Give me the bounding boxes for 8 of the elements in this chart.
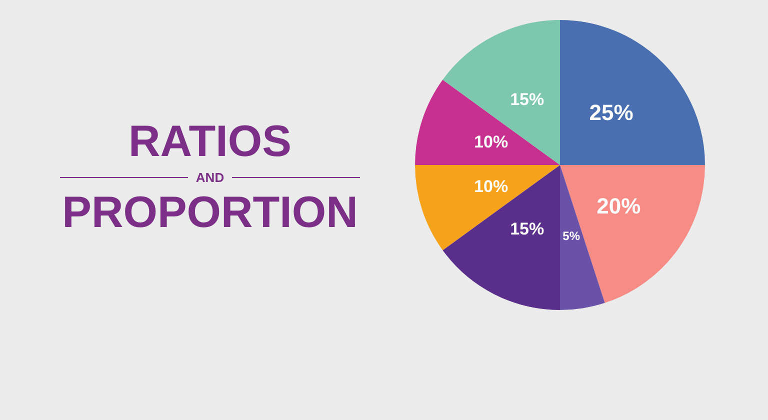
data-label: 10% (474, 177, 508, 196)
text: RATIOS AND PROPORTION (61, 117, 359, 237)
data-label: 20% (596, 194, 641, 219)
data-label: 15% (510, 90, 544, 110)
data-label: 5% (562, 228, 580, 243)
data-label: 15% (510, 219, 544, 238)
data-label: 10% (474, 132, 508, 152)
data-label: 25% (589, 100, 634, 125)
